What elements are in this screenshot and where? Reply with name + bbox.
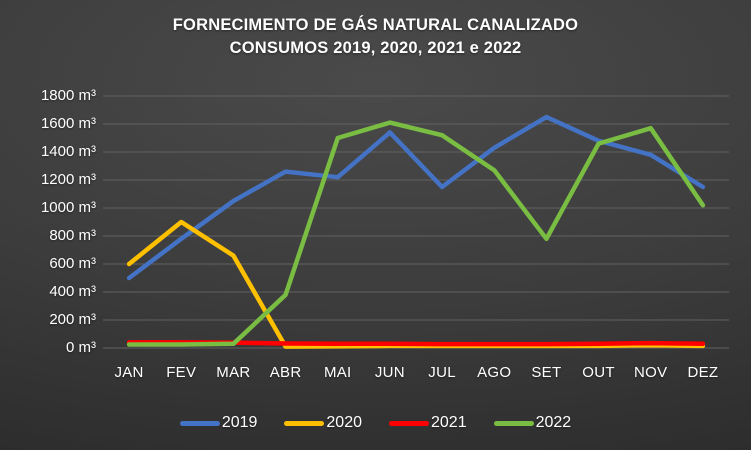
x-axis-label-set: SET — [531, 364, 562, 381]
x-axis-label-fev: FEV — [166, 364, 197, 381]
series-line-2019 — [126, 114, 706, 281]
x-axis-label-mar: MAR — [216, 364, 251, 381]
y-axis-label: 1800 m³ — [40, 87, 96, 104]
chart-title-line2: CONSUMOS 2019, 2020, 2021 e 2022 — [229, 39, 522, 57]
x-axis-label-mai: MAI — [323, 364, 352, 381]
legend-label-2020: 2020 — [326, 414, 362, 431]
y-axis-label: 1400 m³ — [40, 143, 96, 160]
legend-swatch-2019 — [179, 420, 220, 426]
x-axis-label-nov: NOV — [634, 364, 668, 381]
chart-title-line1: FORNECIMENTO DE GÁS NATURAL CANALIZADO — [172, 16, 579, 34]
legend-swatch-2022 — [493, 420, 534, 426]
legend-item-2019: 2019 — [179, 413, 258, 433]
y-axis-label: 1200 m³ — [40, 171, 96, 188]
y-axis-label: 0 m³ — [66, 339, 96, 356]
legend: 2019 2020 2021 2022 — [0, 413, 751, 433]
series-line-2020 — [126, 219, 706, 349]
y-axis-label: 200 m³ — [49, 311, 96, 328]
x-axis-label-jun: JUN — [374, 364, 405, 381]
y-axis-label: 1000 m³ — [40, 199, 96, 216]
y-axis-label: 800 m³ — [49, 227, 96, 244]
legend-item-2022: 2022 — [493, 413, 572, 433]
y-axis-label: 600 m³ — [49, 255, 96, 272]
y-axis-label: 1600 m³ — [40, 115, 96, 132]
series-line-2022 — [126, 120, 706, 347]
x-axis-label-jul: JUL — [428, 364, 456, 381]
legend-swatch-2020 — [284, 420, 325, 426]
x-axis-label-ago: AGO — [477, 364, 512, 381]
legend-item-2021: 2021 — [389, 413, 467, 433]
x-axis-label-jan: JAN — [114, 364, 144, 381]
chart-title-block: FORNECIMENTO DE GÁS NATURAL CANALIZADO C… — [0, 14, 751, 60]
x-axis-label-out: OUT — [582, 364, 615, 381]
legend-swatch-2021 — [389, 420, 429, 426]
y-axis-label: 400 m³ — [49, 283, 96, 300]
legend-item-2020: 2020 — [284, 413, 362, 433]
legend-label-2021: 2021 — [431, 414, 467, 431]
legend-label-2019: 2019 — [221, 414, 258, 431]
x-axis-label-abr: ABR — [269, 364, 302, 381]
x-axis-label-dez: DEZ — [687, 364, 719, 381]
legend-label-2022: 2022 — [535, 414, 572, 431]
